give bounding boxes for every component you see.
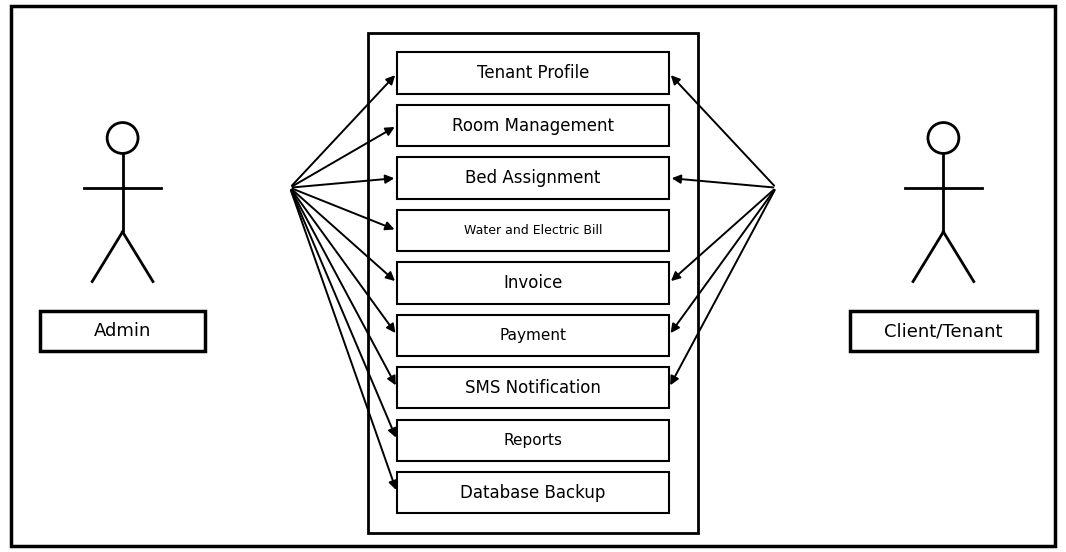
Bar xyxy=(397,105,669,146)
Text: Water and Electric Bill: Water and Electric Bill xyxy=(464,224,602,237)
Bar xyxy=(397,367,669,408)
Text: Client/Tenant: Client/Tenant xyxy=(884,322,1003,340)
Text: Admin: Admin xyxy=(94,322,151,340)
Bar xyxy=(397,52,669,94)
Bar xyxy=(397,210,669,251)
Bar xyxy=(397,262,669,304)
Bar xyxy=(397,315,669,356)
Bar xyxy=(368,33,698,533)
Bar xyxy=(397,420,669,461)
Bar xyxy=(41,311,205,351)
Bar xyxy=(851,311,1036,351)
Text: Room Management: Room Management xyxy=(452,116,614,135)
Text: Payment: Payment xyxy=(500,328,566,343)
Text: Tenant Profile: Tenant Profile xyxy=(477,64,589,82)
Text: Database Backup: Database Backup xyxy=(461,484,605,502)
Bar xyxy=(397,472,669,513)
Text: Invoice: Invoice xyxy=(503,274,563,292)
Text: Bed Assignment: Bed Assignment xyxy=(466,169,600,187)
Text: SMS Notification: SMS Notification xyxy=(465,379,601,397)
Text: Reports: Reports xyxy=(503,433,563,448)
Bar xyxy=(397,157,669,199)
